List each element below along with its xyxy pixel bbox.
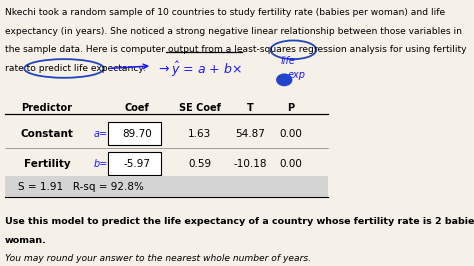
Text: 1.63: 1.63 [188, 129, 211, 139]
Text: 0.59: 0.59 [188, 159, 211, 169]
Text: 89.70: 89.70 [122, 129, 152, 139]
Text: woman.: woman. [5, 236, 46, 245]
Text: life: life [281, 56, 296, 66]
Text: Predictor: Predictor [22, 103, 73, 113]
Text: b=: b= [94, 159, 108, 169]
Text: Nkechi took a random sample of 10 countries to study fertility rate (babies per : Nkechi took a random sample of 10 countr… [5, 8, 445, 17]
Text: Fertility: Fertility [24, 159, 71, 169]
Text: T: T [247, 103, 254, 113]
Text: P: P [287, 103, 295, 113]
Text: exp: exp [288, 70, 306, 80]
Text: You may round your answer to the nearest whole number of years.: You may round your answer to the nearest… [5, 254, 311, 263]
Text: expectancy (in years). She noticed a strong negative linear relationship between: expectancy (in years). She noticed a str… [5, 27, 462, 35]
Text: 0.00: 0.00 [280, 159, 302, 169]
Text: Coef: Coef [125, 103, 149, 113]
Circle shape [277, 74, 292, 86]
Text: -5.97: -5.97 [123, 159, 150, 169]
Text: a=: a= [94, 129, 108, 139]
Text: rate to predict life expectancy:: rate to predict life expectancy: [5, 64, 146, 73]
Text: 0.00: 0.00 [280, 129, 302, 139]
FancyBboxPatch shape [108, 152, 161, 175]
Text: Constant: Constant [21, 129, 73, 139]
FancyBboxPatch shape [5, 176, 328, 197]
Text: Use this model to predict the life expectancy of a country whose fertility rate : Use this model to predict the life expec… [5, 217, 474, 226]
FancyBboxPatch shape [108, 122, 161, 145]
Text: S = 1.91   R-sq = 92.8%: S = 1.91 R-sq = 92.8% [18, 182, 144, 192]
Text: the sample data. Here is computer output from a least-squares regression analysi: the sample data. Here is computer output… [5, 45, 466, 54]
Text: $\rightarrow\hat{y}$ = a + b×: $\rightarrow\hat{y}$ = a + b× [155, 60, 241, 79]
Text: 54.87: 54.87 [236, 129, 265, 139]
Text: SE Coef: SE Coef [179, 103, 220, 113]
Text: -10.18: -10.18 [234, 159, 267, 169]
